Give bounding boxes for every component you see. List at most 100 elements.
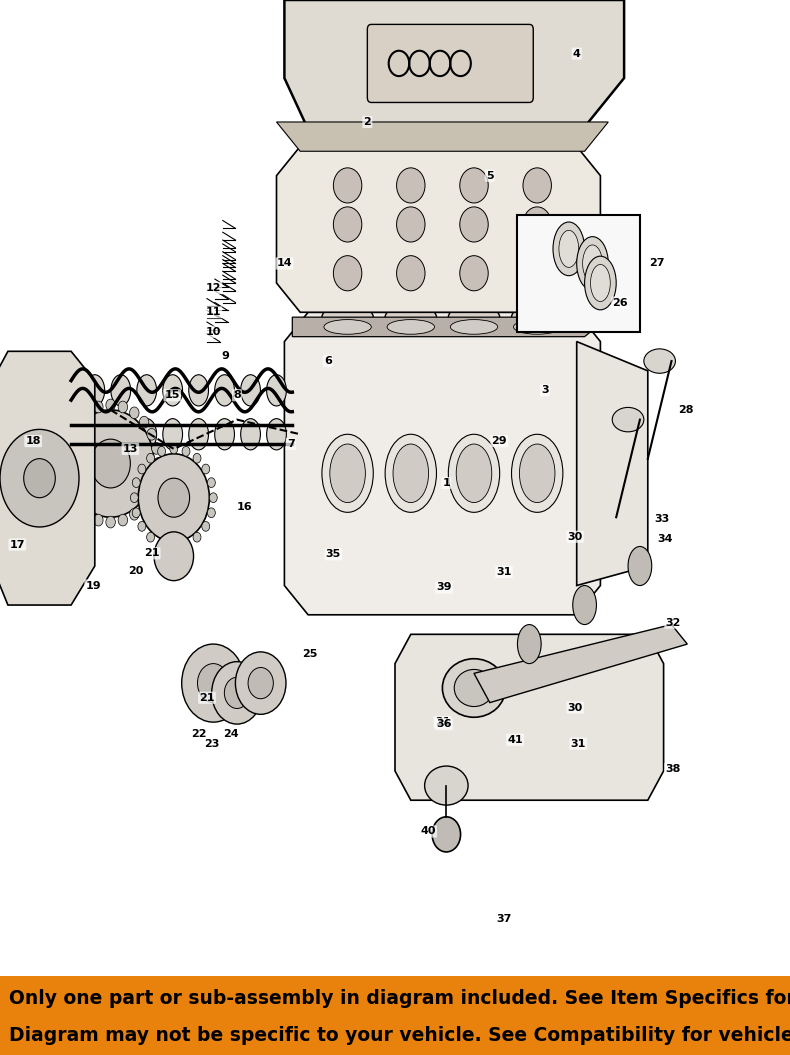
Ellipse shape — [111, 375, 130, 406]
Ellipse shape — [577, 236, 608, 290]
Text: Diagram may not be specific to your vehicle. See Compatibility for vehicle-speci: Diagram may not be specific to your vehi… — [9, 1025, 790, 1044]
Circle shape — [208, 507, 216, 518]
Ellipse shape — [322, 435, 374, 513]
Circle shape — [523, 255, 551, 291]
Ellipse shape — [137, 375, 156, 406]
Text: 36: 36 — [436, 720, 452, 729]
Ellipse shape — [386, 435, 436, 513]
Circle shape — [132, 478, 140, 487]
Circle shape — [147, 487, 156, 499]
Circle shape — [193, 533, 201, 542]
Circle shape — [460, 207, 488, 242]
Text: 21: 21 — [199, 693, 215, 703]
Ellipse shape — [590, 265, 610, 302]
Ellipse shape — [111, 419, 130, 449]
Ellipse shape — [163, 375, 182, 406]
Circle shape — [93, 514, 103, 526]
Circle shape — [73, 499, 82, 511]
Circle shape — [158, 478, 190, 517]
Text: 22: 22 — [191, 729, 207, 738]
Circle shape — [147, 454, 155, 463]
Polygon shape — [474, 625, 687, 703]
Circle shape — [182, 446, 190, 456]
Ellipse shape — [322, 305, 374, 329]
Polygon shape — [0, 351, 95, 606]
Circle shape — [333, 255, 362, 291]
Circle shape — [65, 428, 74, 440]
Ellipse shape — [573, 586, 596, 625]
Circle shape — [147, 428, 156, 440]
Ellipse shape — [241, 375, 261, 406]
Ellipse shape — [215, 375, 235, 406]
Circle shape — [147, 533, 155, 542]
Ellipse shape — [393, 444, 428, 502]
Circle shape — [67, 409, 154, 517]
Text: 2: 2 — [363, 117, 371, 127]
Circle shape — [158, 446, 166, 456]
Circle shape — [106, 399, 115, 410]
Ellipse shape — [189, 419, 209, 449]
Text: 39: 39 — [436, 582, 452, 593]
Text: 5: 5 — [486, 171, 494, 180]
Text: 19: 19 — [85, 580, 101, 591]
Circle shape — [106, 516, 115, 528]
Circle shape — [460, 168, 488, 203]
Ellipse shape — [449, 435, 500, 513]
Circle shape — [209, 493, 217, 502]
Circle shape — [24, 459, 55, 498]
Ellipse shape — [267, 419, 286, 449]
Circle shape — [397, 168, 425, 203]
Ellipse shape — [215, 419, 235, 449]
Circle shape — [523, 168, 551, 203]
Text: 3: 3 — [541, 385, 549, 396]
Ellipse shape — [425, 766, 468, 805]
Circle shape — [91, 439, 130, 487]
Circle shape — [93, 401, 103, 413]
Text: 16: 16 — [237, 502, 253, 513]
Ellipse shape — [553, 222, 585, 275]
Circle shape — [170, 541, 178, 552]
Text: 21: 21 — [435, 717, 450, 727]
Circle shape — [139, 417, 149, 428]
Ellipse shape — [189, 375, 209, 406]
Ellipse shape — [612, 407, 644, 431]
Circle shape — [152, 442, 161, 455]
Text: 29: 29 — [491, 436, 507, 446]
Ellipse shape — [517, 625, 541, 664]
Circle shape — [182, 644, 245, 722]
Text: 37: 37 — [496, 915, 512, 924]
Circle shape — [118, 514, 128, 526]
Ellipse shape — [386, 305, 436, 329]
Text: 4: 4 — [573, 49, 581, 59]
Circle shape — [201, 464, 209, 474]
Circle shape — [0, 429, 79, 528]
Text: 28: 28 — [678, 405, 694, 415]
Text: 34: 34 — [657, 534, 673, 543]
Ellipse shape — [512, 435, 562, 513]
Text: 38: 38 — [665, 764, 681, 774]
Circle shape — [139, 499, 149, 511]
Ellipse shape — [514, 320, 561, 334]
Circle shape — [82, 407, 92, 419]
Ellipse shape — [442, 658, 506, 717]
Text: 11: 11 — [205, 307, 221, 318]
Ellipse shape — [387, 320, 434, 334]
Circle shape — [130, 509, 139, 520]
Circle shape — [248, 668, 273, 698]
Ellipse shape — [585, 256, 616, 310]
Text: 35: 35 — [325, 550, 341, 559]
Ellipse shape — [85, 419, 104, 449]
Ellipse shape — [628, 546, 652, 586]
Text: 27: 27 — [649, 258, 665, 268]
Text: 26: 26 — [612, 298, 628, 307]
Circle shape — [224, 677, 250, 709]
Ellipse shape — [644, 349, 675, 373]
Text: Only one part or sub-assembly in diagram included. See Item Specifics for Refere: Only one part or sub-assembly in diagram… — [9, 989, 790, 1008]
Circle shape — [170, 444, 178, 454]
Text: 1: 1 — [442, 478, 450, 488]
Text: 12: 12 — [205, 283, 221, 293]
Ellipse shape — [583, 245, 603, 282]
Circle shape — [158, 539, 166, 549]
Ellipse shape — [324, 320, 371, 334]
Ellipse shape — [85, 375, 104, 406]
